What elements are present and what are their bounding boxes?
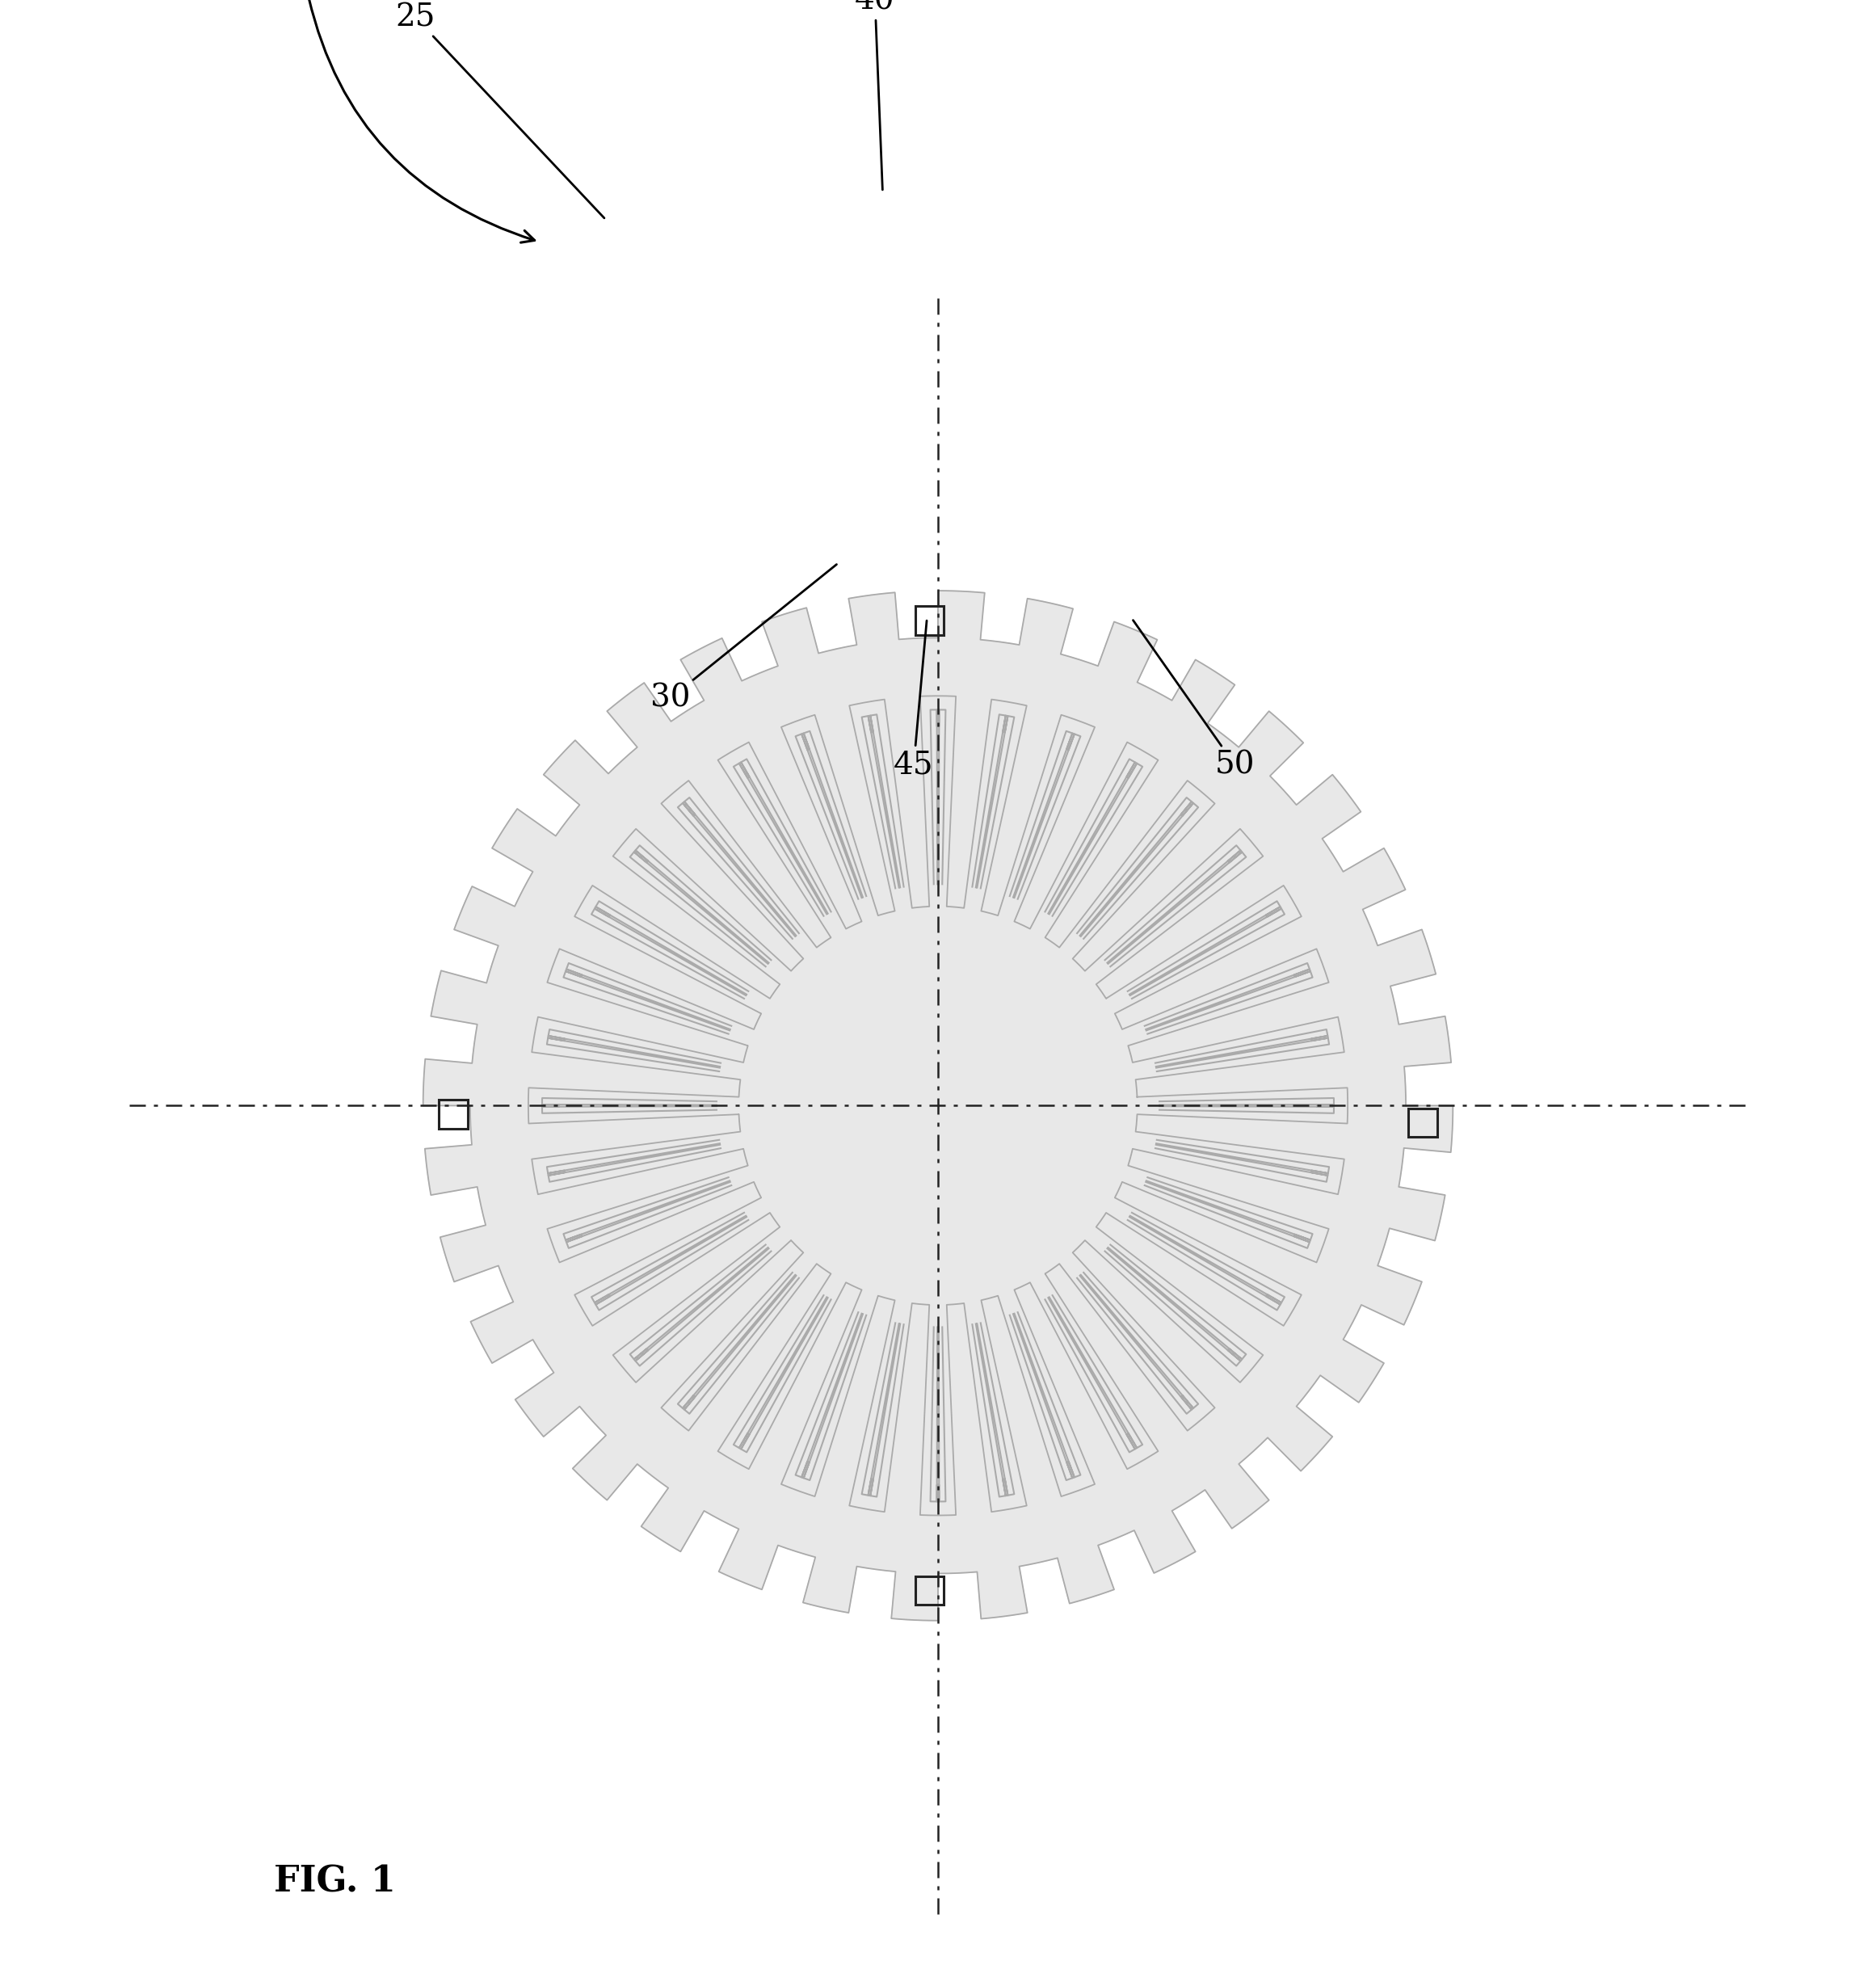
Bar [1409,1108,1437,1138]
Text: 45: 45 [893,621,934,780]
Text: 40: 40 [855,0,895,191]
Text: 20: 20 [285,0,535,242]
Bar [439,1100,467,1128]
Bar [915,607,944,635]
Polygon shape [424,591,1452,1621]
Polygon shape [529,696,1347,1515]
Text: 25: 25 [396,2,604,218]
Bar [915,1576,944,1605]
Text: 50: 50 [1133,621,1255,780]
Text: 30: 30 [651,564,837,713]
Text: FIG. 1: FIG. 1 [274,1865,396,1898]
